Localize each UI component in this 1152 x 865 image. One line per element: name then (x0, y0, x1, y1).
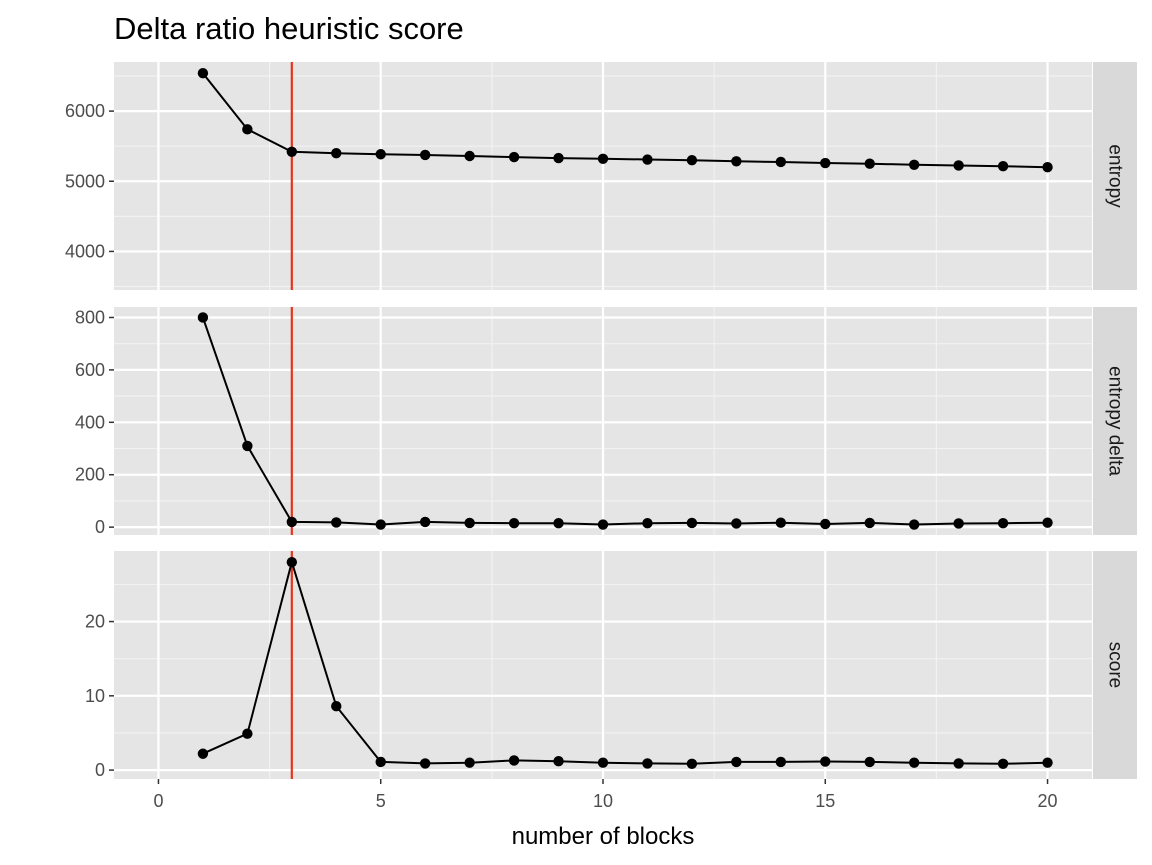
data-point (1042, 517, 1053, 528)
data-point (197, 748, 209, 759)
data-point (197, 68, 209, 79)
series-line (202, 558, 1048, 765)
data-point (997, 758, 1009, 769)
x-tick-label: 15 (815, 791, 835, 811)
y-tick-label: 0 (95, 517, 105, 537)
data-point (197, 312, 209, 323)
y-tick-label: 600 (75, 360, 105, 380)
y-tick-label: 4000 (65, 241, 105, 261)
data-point (775, 756, 787, 768)
data-point (820, 756, 831, 767)
facet-panel-1: 0 200 400 600 800 entropy delta (75, 307, 1137, 537)
data-point (686, 155, 698, 166)
facet-strip (1093, 62, 1137, 290)
data-point (864, 517, 875, 529)
series-line (202, 72, 1048, 169)
data-point (908, 159, 920, 170)
data-point (464, 757, 475, 768)
y-tick-label: 800 (75, 307, 105, 327)
facet-panel-2: 0 10 20 score (85, 551, 1137, 780)
data-point (1042, 757, 1053, 768)
y-tick-label: 400 (75, 412, 105, 432)
series-line (201, 317, 1048, 526)
data-point (508, 151, 520, 163)
y-tick-label: 200 (75, 465, 105, 485)
data-point (1042, 162, 1053, 173)
data-point (419, 149, 431, 161)
data-point (597, 153, 609, 165)
data-point (286, 146, 298, 157)
data-point (731, 156, 742, 167)
data-point (375, 519, 386, 530)
data-point (642, 154, 653, 165)
data-point (864, 158, 875, 169)
data-point (908, 757, 920, 768)
x-tick-label: 10 (593, 791, 613, 811)
data-point (820, 518, 831, 530)
facet-panels: 400050006000entropy0200400600800entropy … (65, 62, 1137, 780)
y-tick-label: 10 (85, 686, 105, 706)
data-point (864, 756, 875, 768)
data-point (820, 157, 831, 169)
x-tick-label: 5 (376, 791, 386, 811)
facet-strip (1093, 307, 1137, 535)
data-point (997, 518, 1009, 529)
data-point (775, 156, 787, 168)
y-tick-label: 5000 (65, 171, 105, 191)
data-point (997, 160, 1009, 172)
data-point (908, 519, 920, 530)
facet-strip-label: score (1105, 642, 1126, 688)
data-point (642, 758, 653, 769)
data-point (686, 517, 698, 529)
data-point (419, 516, 431, 528)
facet-panel-0: 4000 5000 6000 entropy (65, 62, 1137, 290)
data-point (553, 755, 564, 767)
y-tick-label: 0 (95, 760, 105, 780)
facet-strip (1093, 551, 1137, 779)
data-point (286, 516, 298, 528)
data-point (953, 160, 964, 171)
data-point (953, 758, 964, 769)
data-point (464, 517, 475, 529)
y-tick-label: 6000 (65, 101, 105, 121)
data-point (331, 148, 342, 159)
data-point (597, 757, 609, 768)
data-point (242, 728, 253, 739)
x-tick-label: 20 (1038, 791, 1058, 811)
data-point (464, 150, 475, 162)
x-tick-label: 0 (153, 791, 163, 811)
data-point (953, 518, 964, 529)
data-point (597, 519, 609, 530)
data-point (331, 701, 342, 712)
data-point (419, 758, 431, 769)
data-point (331, 517, 342, 528)
data-point (375, 756, 386, 768)
data-point (375, 149, 386, 160)
data-point (242, 440, 253, 452)
x-axis: 0 5 10 15 20 (153, 779, 1058, 811)
data-point (508, 755, 520, 766)
data-point (286, 556, 298, 568)
data-point (775, 517, 787, 528)
data-point (731, 518, 742, 529)
data-point (242, 124, 253, 135)
facet-strip-label: entropy delta (1105, 366, 1126, 476)
data-point (508, 518, 520, 529)
facet-strip-label: entropy (1105, 144, 1126, 208)
data-point (686, 758, 698, 769)
x-axis-title: number of blocks (512, 823, 695, 850)
chart-title: Delta ratio heuristic score (114, 11, 464, 46)
data-point (731, 756, 742, 768)
data-point (553, 152, 564, 164)
data-point (642, 518, 653, 529)
data-point (553, 518, 564, 529)
y-tick-label: 20 (85, 612, 105, 632)
